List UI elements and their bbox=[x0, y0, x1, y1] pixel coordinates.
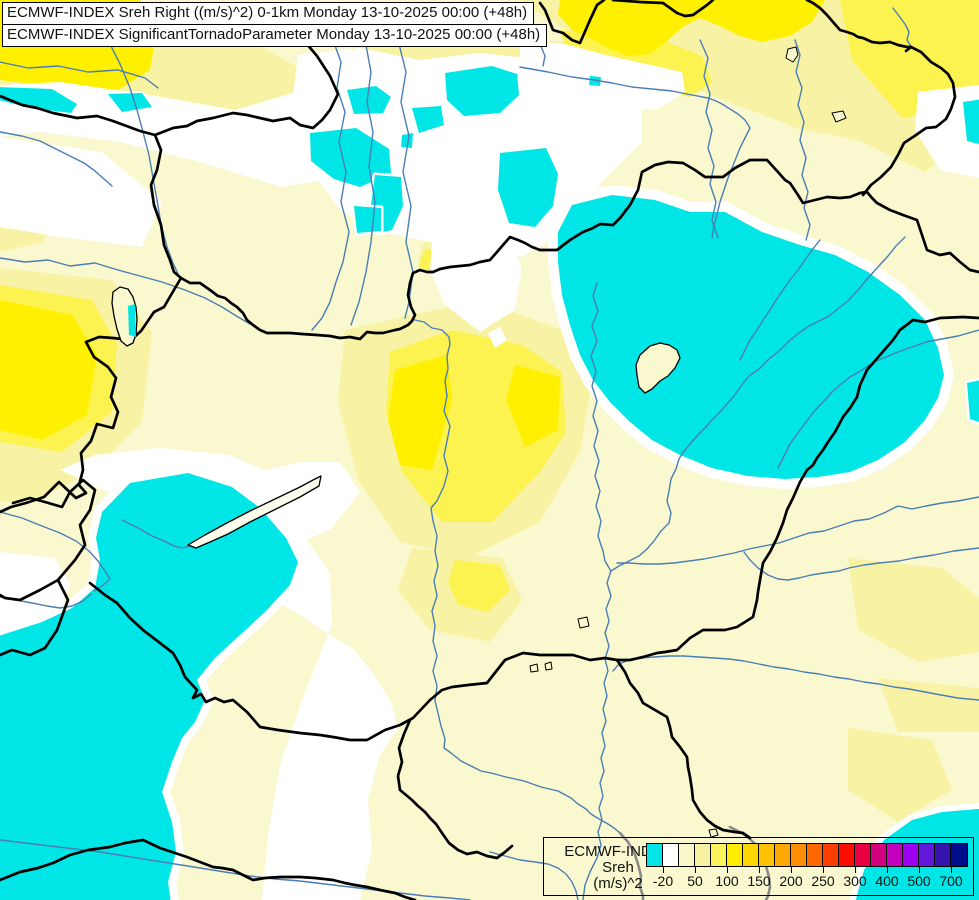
legend-color-swatch bbox=[871, 844, 887, 866]
lake-tisza bbox=[635, 342, 681, 394]
legend-tick-mark bbox=[791, 867, 792, 873]
legend-tick-label: 200 bbox=[779, 873, 803, 889]
contour-fill-cyan bbox=[0, 63, 979, 900]
lakes bbox=[111, 46, 847, 838]
legend-color-swatch bbox=[903, 844, 919, 866]
legend-color-swatch bbox=[935, 844, 951, 866]
legend-tick-mark bbox=[759, 867, 760, 873]
legend-color-swatch bbox=[679, 844, 695, 866]
legend-tick-label: 150 bbox=[747, 873, 771, 889]
legend-color-swatch bbox=[823, 844, 839, 866]
legend-color-swatch bbox=[807, 844, 823, 866]
title-line-2: ECMWF-INDEX SignificantTornadoParameter … bbox=[2, 24, 548, 47]
legend-color-swatch bbox=[759, 844, 775, 866]
legend-labels: ECMWF-INDEX Sreh (m/s)^2 bbox=[548, 844, 688, 892]
legend-color-swatch bbox=[743, 844, 759, 866]
legend-tick-mark bbox=[855, 867, 856, 873]
legend-color-swatch bbox=[727, 844, 743, 866]
legend-parameter-name: Sreh bbox=[602, 859, 634, 876]
lake-balaton bbox=[187, 475, 322, 549]
border-croatia-bosnia bbox=[0, 838, 417, 900]
legend-tick-label: 500 bbox=[907, 873, 931, 889]
legend-tick-mark bbox=[727, 867, 728, 873]
legend-color-swatch bbox=[695, 844, 711, 866]
legend-tick-mark bbox=[823, 867, 824, 873]
legend-tick-label: 250 bbox=[811, 873, 835, 889]
tisza-river-upper bbox=[666, 236, 906, 524]
legend-color-swatch bbox=[647, 844, 663, 866]
legend-color-swatch bbox=[711, 844, 727, 866]
koros-river bbox=[616, 496, 979, 565]
legend-color-swatch bbox=[855, 844, 871, 866]
legend-color-swatch bbox=[887, 844, 903, 866]
border-hungary-slovakia-east bbox=[538, 158, 979, 274]
legend-tick-label: 300 bbox=[843, 873, 867, 889]
morava-river bbox=[107, 39, 180, 277]
legend-tick-label: 100 bbox=[715, 873, 739, 889]
title-line-1: ECMWF-INDEX Sreh Right ((m/s)^2) 0-1km M… bbox=[2, 2, 535, 25]
rivers bbox=[0, 7, 979, 900]
border-hungary-slovakia-danube bbox=[179, 235, 542, 341]
legend-color-swatch bbox=[775, 844, 791, 866]
raba-river bbox=[0, 257, 251, 325]
legend-color-swatch bbox=[663, 844, 679, 866]
legend-color-swatch bbox=[951, 844, 967, 866]
legend-tick-mark bbox=[695, 867, 696, 873]
legend-colorbar bbox=[646, 843, 968, 867]
legend-tick-mark bbox=[919, 867, 920, 873]
mura-river bbox=[0, 511, 111, 592]
legend-color-swatch bbox=[839, 844, 855, 866]
legend-panel: ECMWF-INDEX Sreh (m/s)^2 -20 50 100 150 200 2… bbox=[543, 837, 974, 896]
border-hungary-croatia bbox=[88, 581, 619, 742]
lake-neusiedl-cyan bbox=[128, 304, 136, 337]
border-austria-hungary bbox=[0, 276, 183, 514]
border-hungary-romania bbox=[615, 315, 979, 662]
cyan-blob-southwest bbox=[0, 465, 306, 900]
border-slovakia-ukraine bbox=[861, 45, 957, 197]
title-bar: ECMWF-INDEX Sreh Right ((m/s)^2) 0-1km M… bbox=[2, 2, 548, 47]
legend-model-name: ECMWF-INDEX bbox=[564, 843, 672, 860]
legend-tick-mark bbox=[951, 867, 952, 873]
legend-color-swatch bbox=[919, 844, 935, 866]
legend-color-swatch bbox=[791, 844, 807, 866]
legend-tick-label: 700 bbox=[939, 873, 963, 889]
vah-river bbox=[311, 39, 350, 331]
legend-tick-mark bbox=[887, 867, 888, 873]
hron-river bbox=[397, 39, 414, 319]
legend-tick-label: 400 bbox=[875, 873, 899, 889]
danube-river bbox=[414, 319, 621, 834]
legend-units: (m/s)^2 bbox=[593, 875, 643, 892]
maros-river bbox=[612, 655, 979, 701]
cyan-blob-northeast bbox=[548, 185, 954, 489]
tisza-river-lower bbox=[582, 570, 612, 900]
